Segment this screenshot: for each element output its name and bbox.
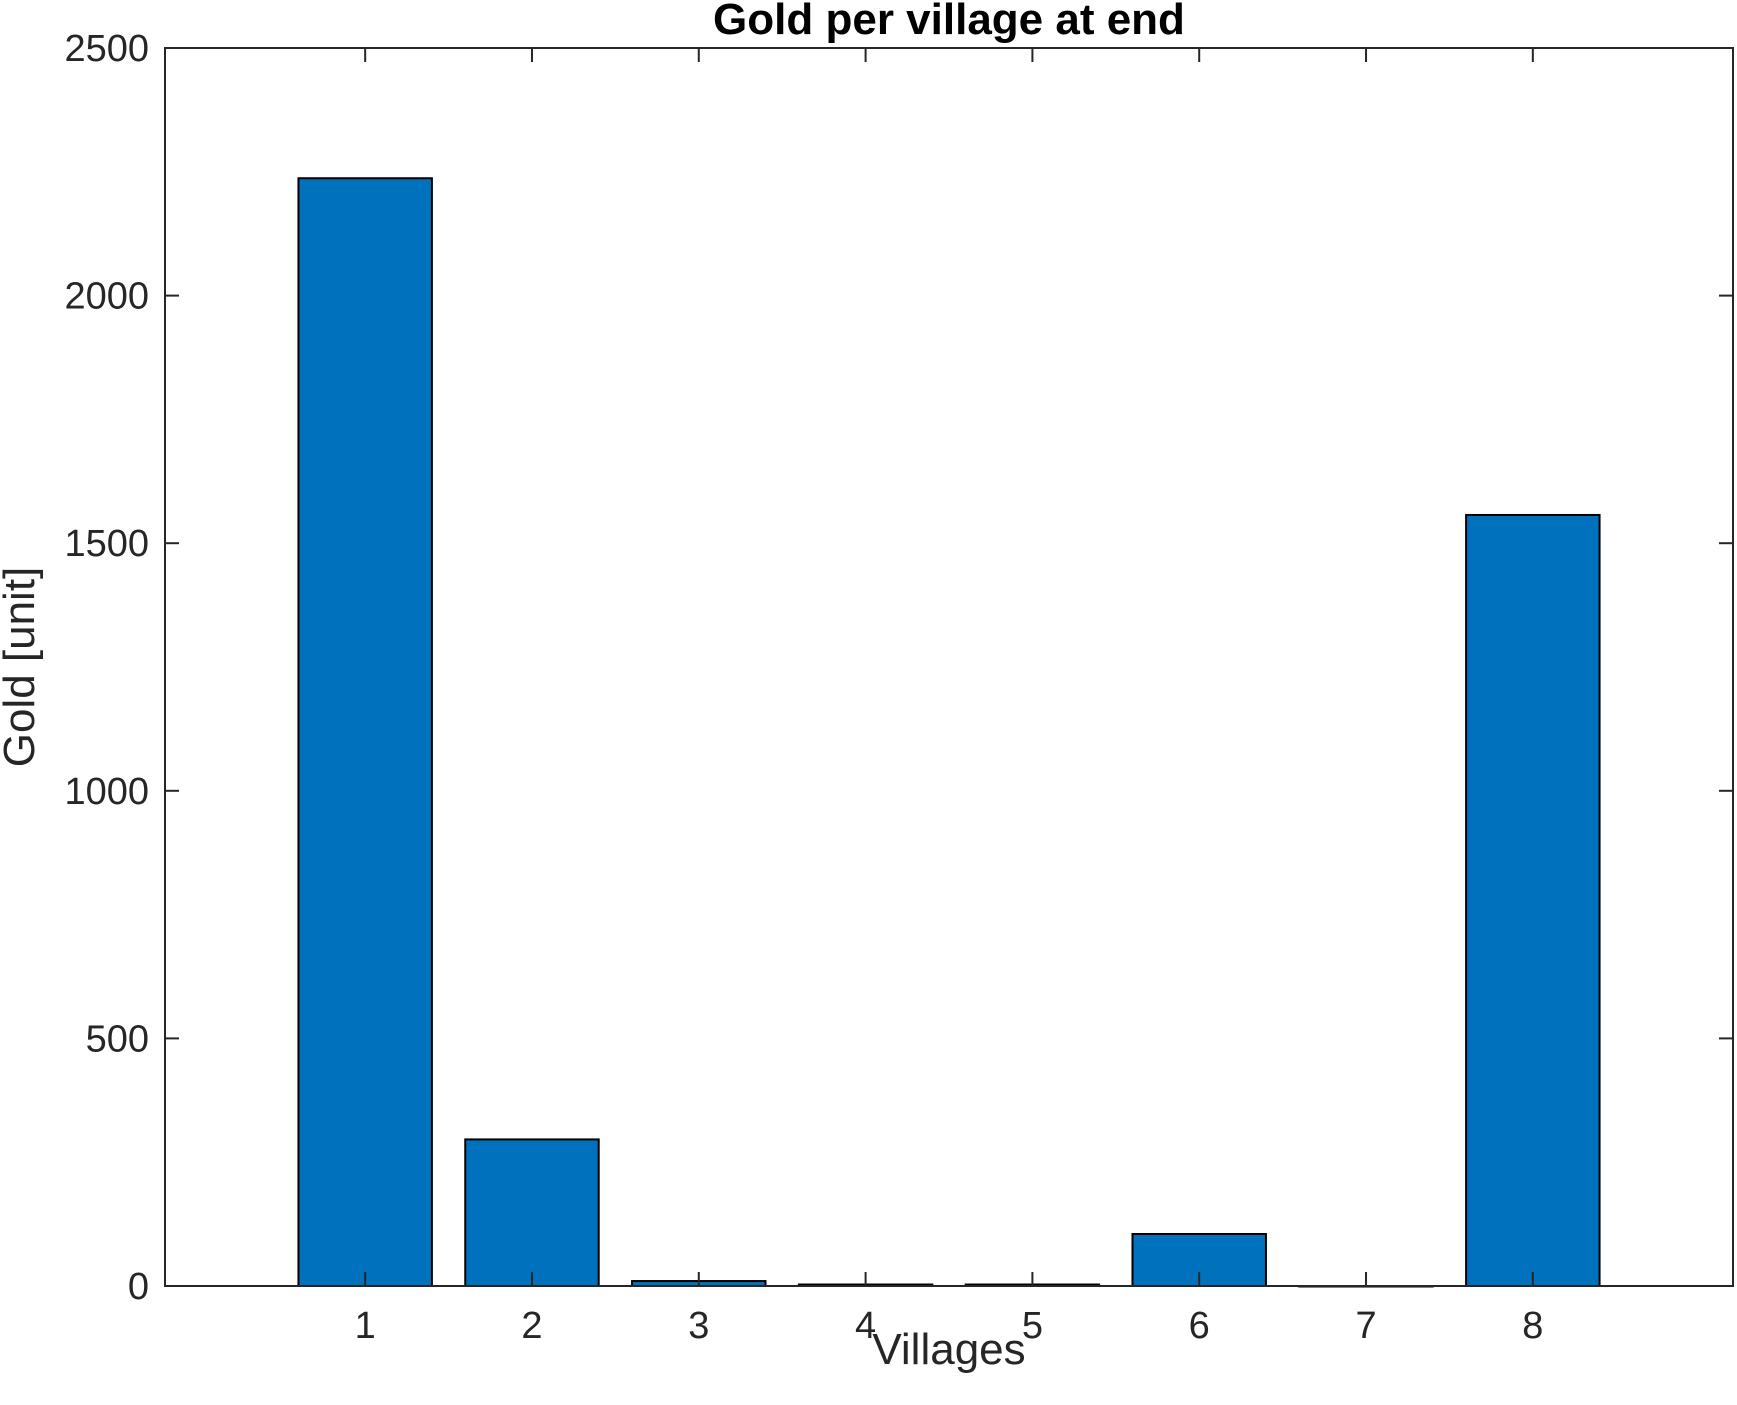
y-tick-label: 1500 — [64, 523, 149, 565]
y-tick-label: 0 — [128, 1266, 149, 1308]
x-axis-label: Villages — [872, 1325, 1025, 1374]
x-tick-label: 7 — [1355, 1305, 1376, 1347]
bar-village-8 — [1465, 513, 1601, 1287]
x-tick-label: 8 — [1522, 1305, 1543, 1347]
y-tick-label: 500 — [86, 1018, 149, 1060]
x-tick-label: 2 — [521, 1305, 542, 1347]
x-tick-label: 1 — [355, 1305, 376, 1347]
y-ticks-group: 0 500 1000 1500 2000 2500 — [64, 28, 1733, 1308]
bar-village-1 — [297, 177, 433, 1288]
x-tick-label: 6 — [1189, 1305, 1210, 1347]
axes-box — [164, 47, 1734, 1287]
x-tick-label: 5 — [1022, 1305, 1043, 1347]
chart-title: Gold per village at end — [713, 0, 1185, 44]
x-ticks-group: 1 2 3 4 5 6 7 8 — [355, 48, 1543, 1347]
x-tick-label: 4 — [855, 1305, 876, 1347]
bar-village-2 — [464, 1138, 600, 1287]
y-tick-label: 1000 — [64, 771, 149, 813]
x-tick-label: 3 — [688, 1305, 709, 1347]
y-tick-label: 2500 — [64, 28, 149, 70]
y-tick-label: 2000 — [64, 276, 149, 318]
y-axis-label: Gold [unit] — [0, 567, 44, 768]
bars-group — [297, 177, 1601, 1288]
